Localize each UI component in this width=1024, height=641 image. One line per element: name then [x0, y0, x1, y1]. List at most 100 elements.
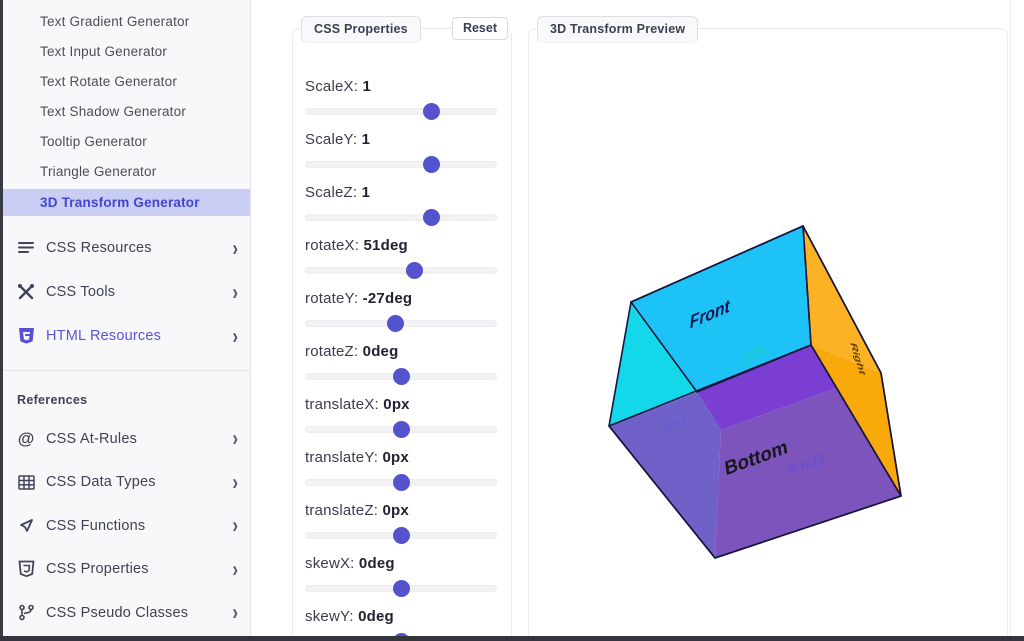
slider-label: ScaleY: 1 [305, 131, 371, 148]
references-heading: References [17, 393, 88, 407]
slider-group-translatez: translateZ: 0px [305, 501, 497, 544]
slider-track[interactable] [305, 161, 497, 168]
cube-bottom-top-overlap [697, 345, 837, 430]
sidebar-item-css-at-rules[interactable]: @ CSS At-Rules › [3, 417, 250, 461]
sidebar-item-text-shadow-generator[interactable]: Text Shadow Generator [40, 104, 187, 119]
slider-group-skewx: skewX: 0deg [305, 554, 497, 597]
slider-thumb[interactable] [393, 368, 411, 385]
sidebar-item-css-data-types[interactable]: CSS Data Types › [3, 461, 250, 505]
slider-thumb[interactable] [392, 527, 410, 544]
at-sign-icon: @ [17, 429, 35, 449]
slider-value: 0px [383, 396, 410, 413]
sidebar-item-triangle-generator[interactable]: Triangle Generator [40, 164, 157, 179]
sidebar-item-css-pseudo-classes[interactable]: CSS Pseudo Classes › [3, 591, 250, 635]
chevron-right-icon: › [232, 426, 238, 452]
slider-group-rotatey: rotateY: -27deg [305, 289, 497, 332]
left-edge-bar [0, 0, 3, 641]
grid-icon [16, 472, 36, 492]
sidebar-item-css-properties[interactable]: CSS Properties › [3, 548, 250, 592]
slider-value: 0px [382, 502, 409, 519]
sidebar-section-list: CSS Resources › CSS Tools › HTML Resources › [3, 226, 250, 358]
slider-value: 0px [382, 449, 409, 466]
slider-track[interactable] [305, 267, 497, 274]
sidebar-item-label: CSS Resources [46, 240, 152, 256]
sidebar-item-css-functions[interactable]: CSS Functions › [3, 504, 250, 548]
chevron-right-icon: › [232, 323, 238, 349]
slider-label: rotateY: -27deg [305, 290, 413, 307]
slider-label: skewX: 0deg [305, 555, 395, 572]
slider-label: skewY: 0deg [305, 608, 394, 625]
chevron-right-icon: › [232, 513, 238, 539]
branch-icon [16, 603, 36, 623]
sidebar-item-label: HTML Resources [46, 328, 162, 344]
slider-label: ScaleX: 1 [305, 78, 372, 95]
slider-group-translatex: translateX: 0px [305, 395, 497, 438]
menu-lines-icon [16, 238, 36, 258]
slider-track[interactable] [305, 214, 497, 221]
slider-thumb[interactable] [405, 262, 423, 279]
sidebar-item-css-resources[interactable]: CSS Resources › [3, 226, 250, 270]
slider-thumb[interactable] [393, 421, 411, 438]
transform-preview-panel: 3D Transform Preview Front Top Right Bot… [528, 16, 1008, 641]
tools-icon [16, 282, 36, 302]
slider-thumb[interactable] [423, 103, 441, 120]
slider-label: ScaleZ: 1 [305, 184, 371, 201]
references-list: @ CSS At-Rules › CSS Data Types › CSS Functio… [3, 417, 250, 635]
slider-label: translateZ: 0px [305, 502, 409, 519]
cube-front-face [631, 226, 811, 392]
preview-tab: 3D Transform Preview [537, 16, 699, 43]
chevron-right-icon: › [232, 469, 238, 495]
sidebar-item-3d-transform-generator[interactable]: 3D Transform Generator [3, 189, 250, 216]
sidebar-item-tooltip-generator[interactable]: Tooltip Generator [40, 134, 147, 149]
slider-label: translateY: 0px [305, 449, 409, 466]
sidebar-item-html-resources[interactable]: HTML Resources › [3, 314, 250, 358]
slider-list: ScaleX: 1 ScaleY: 1 ScaleZ: 1 rotateX: 51de… [293, 29, 511, 641]
slider-thumb[interactable] [386, 315, 404, 332]
generator-list: Text Gradient Generator Text Input Genera… [3, 0, 250, 216]
sidebar: Text Gradient Generator Text Input Genera… [3, 0, 251, 641]
slider-thumb[interactable] [423, 156, 441, 173]
cube-bottom-face [715, 388, 901, 558]
slider-value: 1 [362, 78, 372, 95]
slider-label: rotateX: 51deg [305, 237, 408, 254]
slider-track[interactable] [305, 108, 497, 115]
slider-group-rotatez: rotateZ: 0deg [305, 342, 497, 385]
sidebar-item-label: CSS Functions [46, 517, 146, 534]
slider-value: 51deg [363, 237, 408, 254]
slider-thumb[interactable] [392, 580, 410, 597]
slider-value: 0deg [362, 343, 399, 360]
css-properties-tab: CSS Properties [301, 16, 421, 43]
sidebar-item-label: CSS Pseudo Classes [46, 604, 189, 621]
chevron-right-icon: › [232, 600, 238, 626]
cube-left-face [609, 302, 697, 426]
slider-group-scalez: ScaleZ: 1 [305, 183, 497, 226]
slider-value: 1 [361, 184, 371, 201]
sidebar-item-label: CSS At-Rules [46, 430, 138, 447]
slider-thumb[interactable] [392, 474, 410, 491]
chevron-right-icon: › [232, 556, 238, 582]
sidebar-item-label: CSS Data Types [46, 474, 156, 491]
slider-value: 0deg [358, 555, 395, 572]
sidebar-item-css-tools[interactable]: CSS Tools › [3, 270, 250, 314]
css-shield-icon [16, 559, 36, 579]
html5-shield-icon [16, 326, 36, 346]
sidebar-item-label: CSS Properties [46, 561, 149, 578]
cube-edges [608, 225, 902, 559]
slider-thumb[interactable] [423, 209, 441, 226]
sidebar-divider [3, 370, 250, 371]
slider-group-rotatex: rotateX: 51deg [305, 236, 497, 279]
slider-value: 0deg [358, 608, 394, 625]
slider-group-scalex: ScaleX: 1 [305, 77, 497, 120]
slider-label: translateX: 0px [305, 396, 410, 413]
sidebar-item-text-gradient-generator[interactable]: Text Gradient Generator [40, 14, 190, 29]
slider-value: 1 [361, 131, 371, 148]
page-right-divider [1010, 0, 1011, 641]
sidebar-item-text-rotate-generator[interactable]: Text Rotate Generator [40, 74, 178, 89]
chevron-right-icon: › [232, 279, 238, 305]
chevron-right-icon: › [232, 235, 238, 261]
sidebar-item-text-input-generator[interactable]: Text Input Generator [40, 44, 168, 59]
bottom-dark-bar [0, 636, 1024, 641]
slider-value: -27deg [362, 290, 413, 307]
reset-button[interactable]: Reset [451, 17, 508, 40]
